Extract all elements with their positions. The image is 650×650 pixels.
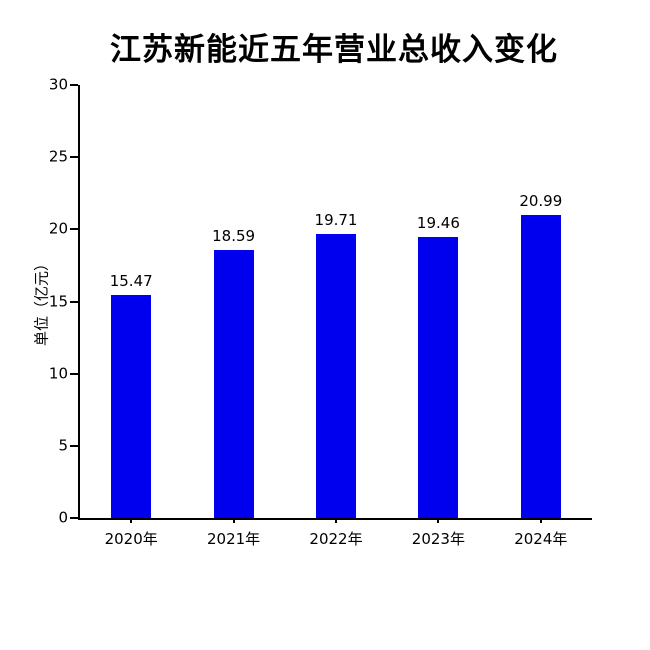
- bar-value-label: 19.46: [416, 214, 460, 233]
- bars-container: 15.47 2020年 18.59 2021年 19.71 2022年 19.46 2023年…: [80, 85, 592, 548]
- x-tick-label: 2021年: [207, 530, 261, 548]
- bar-value-label: 18.59: [212, 226, 256, 245]
- y-axis-ticks: 0 5 10 15 20 25 30: [49, 77, 592, 525]
- x-tick-mark: [335, 518, 337, 523]
- y-tick-label: 5: [58, 436, 68, 455]
- plot-area: 0 5 10 15 20 25 30 15.47 2020年 18.59 2021年 19.71 20…: [49, 77, 592, 548]
- x-tick-mark: [130, 518, 133, 523]
- y-tick-mark: [70, 444, 78, 447]
- bar-2020年: [111, 294, 152, 518]
- y-tick-label: 25: [48, 147, 68, 166]
- x-tick-label: 2022年: [309, 530, 363, 548]
- x-tick-mark: [539, 518, 542, 523]
- bar-2024年: [520, 215, 561, 518]
- x-tick-label: 2024年: [514, 530, 568, 548]
- y-tick-mark: [70, 156, 78, 159]
- x-tick-mark: [232, 518, 235, 523]
- chart-title: 江苏新能近五年营业总收入变化: [110, 32, 558, 68]
- y-tick-label: 30: [48, 75, 68, 94]
- y-tick-label: 20: [48, 219, 68, 238]
- y-tick-label: 15: [48, 292, 68, 310]
- bar-2023年: [418, 237, 459, 518]
- y-tick-mark: [70, 372, 78, 375]
- y-tick-mark: [70, 228, 78, 231]
- y-tick-label: 0: [58, 508, 68, 527]
- x-tick-label: 2023年: [411, 530, 465, 548]
- bar-2022年: [316, 233, 356, 518]
- bar-value-label: 19.71: [314, 210, 358, 229]
- x-tick-mark: [437, 518, 440, 523]
- y-tick-mark: [70, 84, 78, 86]
- y-tick-mark: [70, 517, 78, 519]
- y-tick-mark: [70, 300, 78, 303]
- y-tick-label: 10: [48, 364, 68, 383]
- x-tick-label: 2020年: [104, 530, 158, 548]
- bar-value-label: 20.99: [519, 192, 563, 211]
- bar-value-label: 15.47: [109, 271, 153, 290]
- bar-2021年: [213, 249, 254, 518]
